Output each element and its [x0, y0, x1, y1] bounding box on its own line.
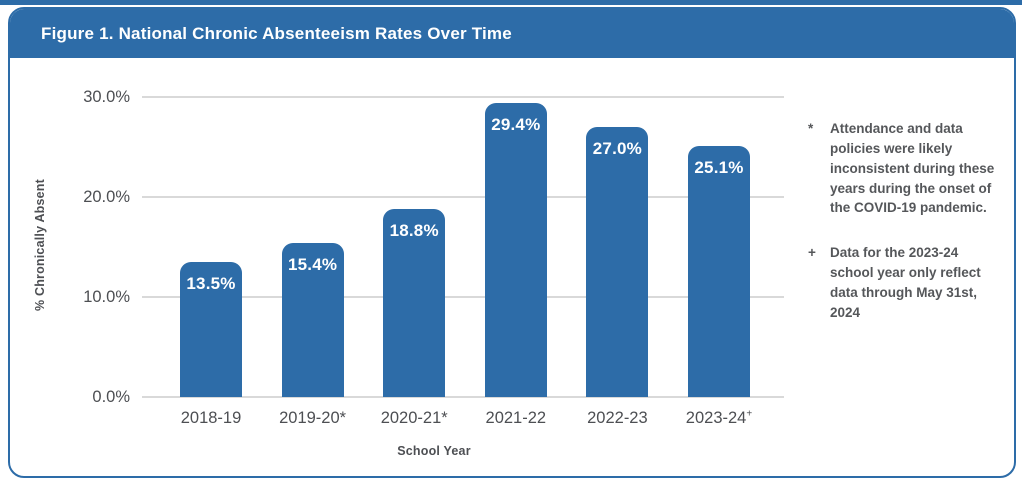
gridline-20.0%	[142, 196, 784, 198]
y-tick-label-30.0%: 30.0%	[83, 88, 130, 106]
figure-title: Figure 1. National Chronic Absenteeism R…	[41, 23, 512, 43]
y-tick-label-10.0%: 10.0%	[83, 288, 130, 306]
y-tick-label-0.0%: 0.0%	[92, 388, 130, 406]
footnote-text-1: Attendance and data policies were likely…	[830, 121, 995, 216]
top-edge-strip	[0, 0, 1022, 5]
bar-value-label-2019-20: 15.4%	[287, 255, 338, 274]
bar-value-label-2018-19: 13.5%	[186, 274, 236, 293]
footnote-text-2: Data for the 2023-24 school year only re…	[830, 245, 981, 320]
x-tick-label-2020-21: 2020-21*	[380, 409, 448, 427]
bar-2021-22: 29.4%	[484, 103, 547, 397]
gridline-30.0%	[142, 96, 784, 98]
superscript-plus: +	[746, 408, 753, 420]
bar-value-label-2022-23: 27.0%	[592, 139, 642, 158]
bar-value-label-2023-24: 25.1%	[694, 158, 744, 177]
bar-2018-19: 13.5%	[180, 262, 242, 397]
x-tick-label-2021-22: 2021-22	[485, 409, 547, 427]
x-tick-label-2018-19: 2018-19	[180, 409, 242, 427]
footnote-1: * Attendance and data policies were likel…	[803, 119, 1003, 218]
bar-2023-24: 25.1%	[688, 146, 750, 397]
x-axis-title: School Year	[397, 444, 471, 458]
gridline-10.0%	[142, 296, 784, 298]
footnote-marker-1: *	[808, 121, 814, 136]
x-tick-label-2023-24: 2023-24+	[685, 408, 753, 427]
footnote-2: + Data for the 2023-24 school year only r…	[803, 243, 1003, 322]
gridline-0.0%	[142, 396, 784, 398]
bar-2022-23: 27.0%	[586, 127, 649, 397]
y-axis-title: % Chronically Absent	[33, 178, 47, 312]
x-tick-label-2019-20: 2019-20*	[279, 409, 347, 427]
footnote-marker-2: +	[808, 245, 816, 261]
bar-value-label-2020-21: 18.8%	[389, 221, 439, 240]
figure-card: Figure 1. National Chronic Absenteeism R…	[8, 7, 1016, 478]
bar-2019-20: 15.4%	[281, 243, 344, 397]
bar-value-label-2021-22: 29.4%	[491, 115, 541, 134]
y-tick-label-20.0%: 20.0%	[83, 188, 130, 206]
x-tick-label-2022-23: 2022-23	[587, 409, 648, 427]
footnotes-panel: * Attendance and data policies were likel…	[803, 119, 1003, 348]
bar-2020-21: 18.8%	[383, 209, 446, 397]
figure-header: Figure 1. National Chronic Absenteeism R…	[10, 9, 1014, 58]
